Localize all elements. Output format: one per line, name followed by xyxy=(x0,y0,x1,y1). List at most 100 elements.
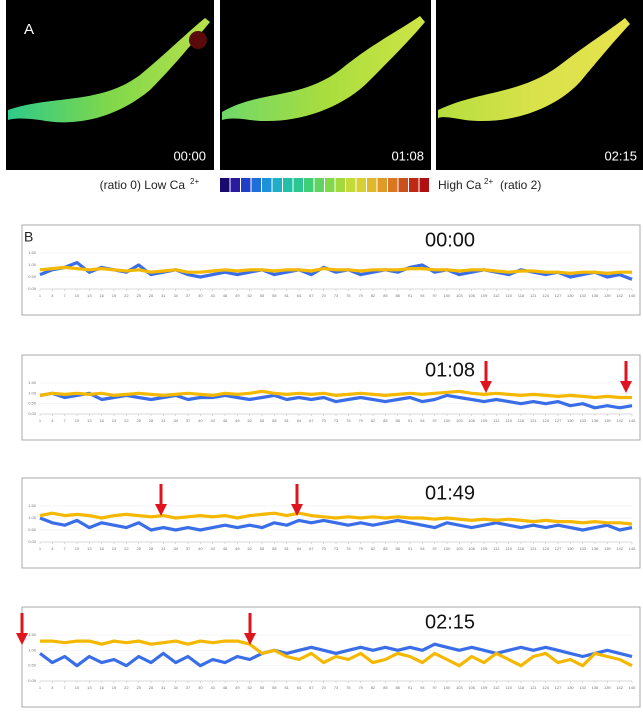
colorbar-swatch xyxy=(409,178,419,192)
x-tick-label: 25 xyxy=(136,685,141,690)
chart-title: 01:08 xyxy=(425,359,475,381)
x-tick-label: 100 xyxy=(444,418,451,423)
x-tick-label: 142 xyxy=(616,293,623,298)
x-tick-label: 1 xyxy=(39,418,42,423)
x-tick-label: 94 xyxy=(420,685,425,690)
colorbar xyxy=(220,178,429,192)
x-tick-label: 49 xyxy=(235,418,240,423)
x-tick-label: 97 xyxy=(432,293,437,298)
colorbar-swatch xyxy=(283,178,293,192)
x-tick-label: 127 xyxy=(555,546,562,551)
x-tick-label: 70 xyxy=(321,418,326,423)
x-tick-label: 31 xyxy=(161,685,166,690)
x-tick-label: 61 xyxy=(284,293,289,298)
x-tick-label: 49 xyxy=(235,546,240,551)
x-tick-label: 49 xyxy=(235,293,240,298)
x-tick-label: 40 xyxy=(198,685,203,690)
x-tick-label: 70 xyxy=(321,546,326,551)
x-tick-label: 106 xyxy=(468,418,475,423)
x-tick-label: 88 xyxy=(395,418,400,423)
x-tick-label: 67 xyxy=(309,546,314,551)
y-tick-label: 0.00 xyxy=(28,286,37,291)
x-tick-label: 118 xyxy=(518,293,525,298)
series-line xyxy=(39,516,633,532)
x-tick-label: 13 xyxy=(87,293,92,298)
x-tick-label: 109 xyxy=(481,418,488,423)
y-tick-label: 1.00 xyxy=(28,647,37,652)
colorbar-low-label: (ratio 0) Low Ca xyxy=(100,178,186,192)
x-tick-label: 34 xyxy=(173,546,178,551)
y-tick-label: 0.50 xyxy=(28,274,37,279)
x-tick-label: 67 xyxy=(309,685,314,690)
x-tick-label: 79 xyxy=(358,418,363,423)
panel-label: A xyxy=(24,21,34,38)
x-tick-label: 142 xyxy=(616,685,623,690)
x-tick-label: 130 xyxy=(567,293,574,298)
x-tick-label: 94 xyxy=(420,546,425,551)
colorbar-swatch xyxy=(314,178,324,192)
x-tick-label: 1 xyxy=(39,293,42,298)
colorbar-swatch xyxy=(230,178,240,192)
colorbar-swatch xyxy=(346,178,356,192)
x-tick-label: 94 xyxy=(420,293,425,298)
y-tick-label: 1.50 xyxy=(28,380,37,385)
x-tick-label: 112 xyxy=(493,293,500,298)
x-tick-label: 73 xyxy=(334,418,339,423)
x-tick-label: 52 xyxy=(247,546,252,551)
x-tick-label: 118 xyxy=(518,685,525,690)
x-tick-label: 121 xyxy=(530,418,537,423)
y-tick-label: 0.00 xyxy=(28,678,37,683)
x-tick-label: 61 xyxy=(284,418,289,423)
colorbar-swatch xyxy=(325,178,335,192)
x-tick-label: 37 xyxy=(186,418,191,423)
x-tick-label: 118 xyxy=(518,546,525,551)
x-tick-label: 1 xyxy=(39,546,42,551)
y-tick-label: 0.00 xyxy=(28,411,37,416)
x-tick-label: 82 xyxy=(371,293,376,298)
chart-frame xyxy=(21,224,641,316)
x-tick-label: 85 xyxy=(383,546,388,551)
chart-title: 00:00 xyxy=(425,229,475,251)
x-tick-label: 130 xyxy=(567,685,574,690)
y-tick-label: 0.50 xyxy=(28,527,37,532)
x-tick-label: 55 xyxy=(260,418,265,423)
x-tick-label: 97 xyxy=(432,418,437,423)
x-tick-label: 28 xyxy=(149,546,154,551)
x-tick-label: 52 xyxy=(247,685,252,690)
x-tick-label: 16 xyxy=(99,685,104,690)
x-tick-label: 13 xyxy=(87,418,92,423)
x-tick-label: 91 xyxy=(408,685,413,690)
x-tick-label: 139 xyxy=(604,546,611,551)
x-tick-label: 64 xyxy=(297,293,302,298)
x-tick-label: 76 xyxy=(346,293,351,298)
colorbar-swatch xyxy=(398,178,408,192)
x-tick-label: 136 xyxy=(592,685,599,690)
x-tick-label: 124 xyxy=(542,546,549,551)
x-tick-label: 88 xyxy=(395,685,400,690)
x-tick-label: 100 xyxy=(444,546,451,551)
y-tick-label: 1.50 xyxy=(28,250,37,255)
x-tick-label: 49 xyxy=(235,685,240,690)
x-tick-label: 142 xyxy=(616,418,623,423)
y-tick-label: 0.00 xyxy=(28,539,37,544)
x-tick-label: 55 xyxy=(260,546,265,551)
x-tick-label: 142 xyxy=(616,546,623,551)
colorbar-swatch xyxy=(293,178,303,192)
x-tick-label: 16 xyxy=(99,293,104,298)
x-tick-label: 34 xyxy=(173,418,178,423)
y-tick-label: 1.50 xyxy=(28,503,37,508)
x-tick-label: 40 xyxy=(198,418,203,423)
x-tick-label: 61 xyxy=(284,685,289,690)
colorbar-swatch xyxy=(241,178,251,192)
arrow-head xyxy=(244,633,256,645)
x-tick-label: 115 xyxy=(505,685,512,690)
colorbar-swatch xyxy=(388,178,398,192)
x-tick-label: 73 xyxy=(334,293,339,298)
x-tick-label: 76 xyxy=(346,546,351,551)
colorbar-swatch xyxy=(419,178,429,192)
arrow-head xyxy=(155,504,167,516)
colorbar-swatch xyxy=(367,178,377,192)
x-tick-label: 4 xyxy=(51,418,54,423)
y-tick-label: 1.50 xyxy=(28,632,37,637)
